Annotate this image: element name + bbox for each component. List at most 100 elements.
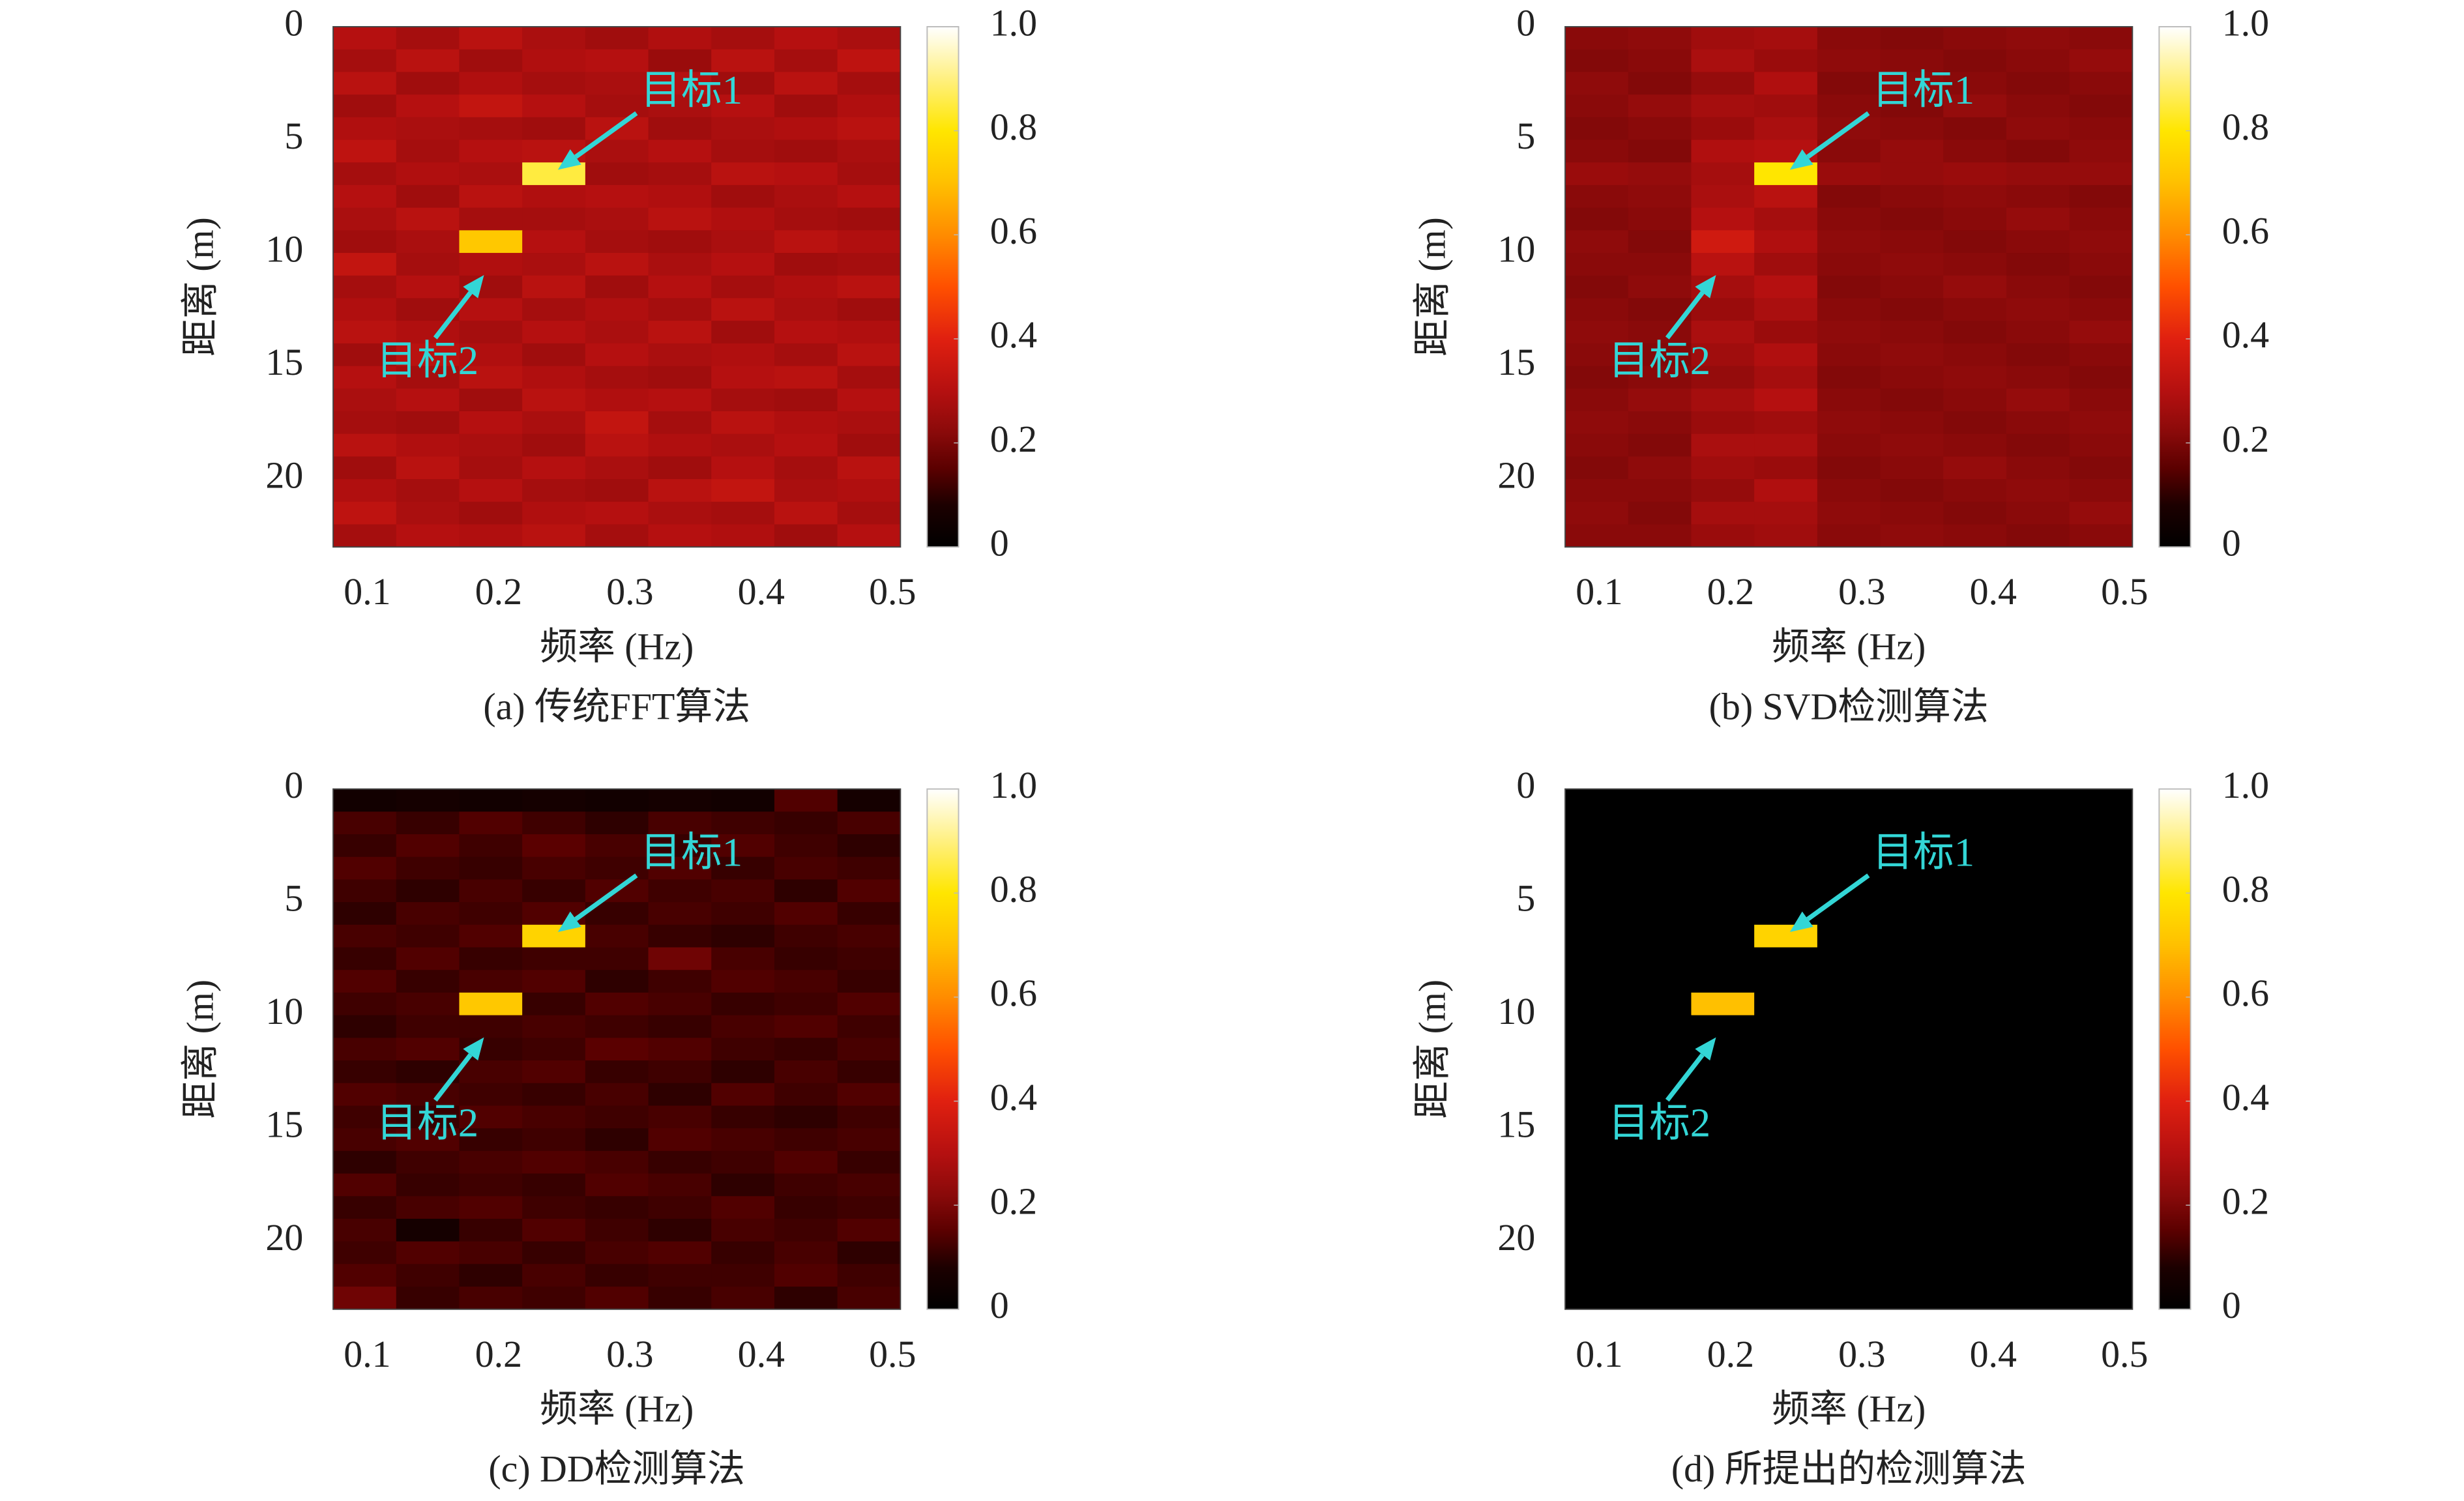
heatmap-cell [2006,184,2070,209]
heatmap-cell [1817,26,1881,50]
heatmap-cell [837,834,901,858]
heatmap-cell [1565,924,1629,948]
heatmap-cell [396,321,460,344]
heatmap-cell [774,947,838,970]
heatmap-cell [2006,162,2070,186]
heatmap-cell [837,1196,901,1219]
heatmap-cell [1817,524,1881,547]
heatmap-cell [1754,366,1818,389]
heatmap-cell [1628,524,1692,547]
heatmap-cell [774,902,838,925]
heatmap-cell [585,501,649,525]
heatmap-cell [711,230,775,254]
heatmap-cell [1628,501,1692,525]
heatmap-cell [2006,811,2070,835]
heatmap-cell [1565,1287,1629,1309]
heatmap-cell [396,72,460,95]
heatmap-cell [1691,456,1755,480]
heatmap-cell [1691,524,1755,547]
heatmap-cell [459,184,523,209]
heatmap-cell [1754,924,1818,948]
heatmap-cell [711,902,775,925]
heatmap-cell [1943,184,2007,209]
heatmap-cell [333,72,397,95]
x-tick-label: 0.1 [1576,1333,1622,1375]
plot-frame [1564,788,2134,1310]
heatmap-cell [1691,433,1755,458]
heatmap-cell [1754,1264,1818,1287]
heatmap-cell [396,834,460,858]
heatmap-cell [2069,275,2133,299]
heatmap-cell [459,1287,523,1309]
heatmap-cell [1754,72,1818,95]
heatmap-cell [711,95,775,118]
heatmap-cell [1880,879,1944,903]
heatmap-cell [2006,834,2070,858]
annotation: 目标1 [1872,830,1974,875]
caption: (c) DD检测算法 [488,1448,745,1490]
heatmap-cell [522,184,586,209]
heatmap-cell [1565,456,1629,480]
heatmap-cell [1880,856,1944,881]
heatmap-cell [1817,72,1881,95]
heatmap-cell [2069,924,2133,948]
heatmap-cell [1565,72,1629,95]
heatmap-cell [2069,501,2133,525]
heatmap-cell [1628,1128,1692,1152]
heatmap-cell [1691,947,1755,970]
heatmap-cell [711,1038,775,1061]
heatmap-cell [2069,811,2133,835]
heatmap-cell [711,456,775,480]
heatmap-cell [711,1015,775,1039]
heatmap-cell [1817,343,1881,367]
heatmap-cell [1565,479,1629,503]
heatmap-cell [837,1218,901,1242]
heatmap-cell [522,1150,586,1174]
heatmap-cell [1565,789,1629,813]
heatmap-cell [1628,275,1692,299]
heatmap-cell [1754,1218,1818,1242]
heatmap-cell [522,811,586,835]
heatmap-cell [522,321,586,344]
heatmap-cell [648,1287,712,1309]
heatmap-cell [459,343,523,367]
heatmap-cell [585,343,649,367]
heatmap-cell [522,456,586,480]
y-tick-label: 15 [265,341,303,383]
heatmap-cell [396,1264,460,1287]
heatmap-cell [1880,1264,1944,1287]
heatmap-cell [837,1060,901,1084]
heatmap-cell [1754,1150,1818,1174]
arrow-head [557,149,581,170]
heatmap-cell [396,1015,460,1039]
heatmap-cell [1817,321,1881,344]
heatmap-cell [837,26,901,50]
annotation: 目标2 [376,1100,478,1145]
y-tick-label: 15 [1497,1103,1535,1145]
heatmap-cell [774,321,838,344]
heatmap-cell [2069,1150,2133,1174]
heatmap-cell [837,72,901,95]
heatmap-cell [459,1128,523,1152]
heatmap-cell [1691,1150,1755,1174]
heatmap-cell [459,1105,523,1129]
heatmap-cell [585,456,649,480]
heatmap-cell [1880,1083,1944,1107]
heatmap-cell [333,811,397,835]
heatmap-cell [333,970,397,993]
heatmap-cell [459,95,523,118]
heatmap-cell [1880,117,1944,141]
heatmap-cell [1691,298,1755,321]
heatmap-cell [1565,902,1629,925]
heatmap-cell [774,856,838,881]
heatmap-cell [2006,343,2070,367]
y-tick-label: 15 [1497,341,1535,383]
heatmap-cell [1817,298,1881,321]
heatmap-cell [1754,947,1818,970]
heatmap-cell [648,230,712,254]
heatmap-cell [1565,1218,1629,1242]
heatmap-cell [333,1150,397,1174]
heatmap-cell [1628,343,1692,367]
heatmap-cell [333,1264,397,1287]
heatmap-cell [1691,1015,1755,1039]
